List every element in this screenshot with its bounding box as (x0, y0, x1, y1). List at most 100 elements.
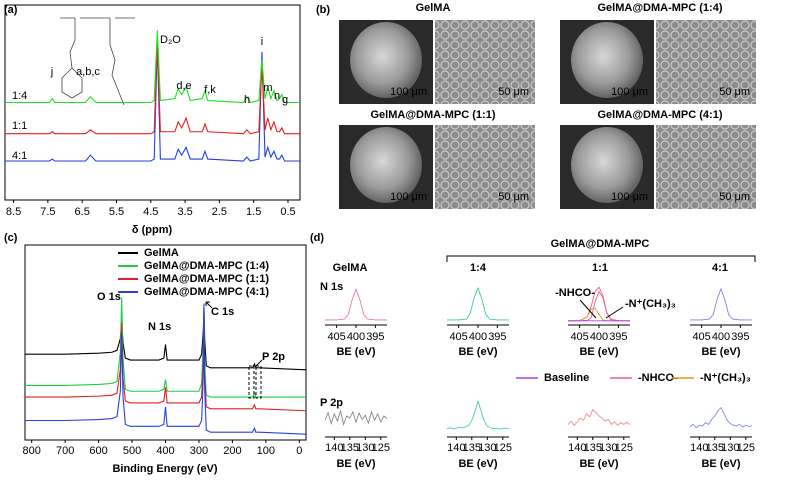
x-tick-label: 1.5 (246, 206, 261, 218)
x-tick-label: 400 (347, 331, 365, 343)
spectrum-line (5, 43, 300, 162)
spectrum-line (325, 288, 387, 321)
column-label: 1:1 (592, 262, 608, 274)
peak-label: n (274, 90, 280, 102)
spectrum-line (5, 40, 300, 135)
legend-label: -N⁺(CH₃)₃ (700, 372, 751, 384)
legend-label: GelMA (144, 247, 179, 259)
x-tick-label: 130 (599, 442, 617, 454)
row-label: N 1s (320, 281, 343, 293)
spectrum-line (5, 30, 300, 104)
sem-particle (350, 127, 422, 203)
peak-label: D₂O (160, 34, 181, 46)
x-tick-label: 400 (590, 331, 608, 343)
x-tick-label: 135 (706, 442, 724, 454)
x-tick-label: 405 (692, 331, 710, 343)
x-axis-title: BE (eV) (701, 458, 740, 470)
sem-image-zoom (435, 20, 535, 104)
x-axis-title: δ (ppm) (132, 224, 173, 236)
arrow (205, 301, 213, 309)
peak-label: P 2p (262, 351, 285, 363)
x-tick-label: 130 (356, 442, 374, 454)
peak-label: h (244, 94, 250, 106)
sem-image-zoom (656, 125, 756, 209)
sem-title: GelMA@DMA-MPC (4:1) (597, 109, 722, 121)
sem-title: GelMA@DMA-MPC (1:4) (597, 2, 722, 14)
x-tick-label: 405 (449, 331, 467, 343)
peak-label: j (50, 66, 53, 78)
x-tick-label: 140 (690, 442, 708, 454)
x-axis-title: Binding Energy (eV) (112, 463, 217, 475)
x-axis-title: BE (eV) (579, 458, 618, 470)
scale-bar-label: 50 μm (719, 86, 750, 98)
x-tick-label: 0.5 (280, 206, 295, 218)
peak-label: g (282, 94, 288, 106)
x-tick-label: 405 (570, 331, 588, 343)
series-label: 1:4 (12, 90, 27, 102)
spectrum-line (568, 307, 630, 322)
x-tick-label: 395 (366, 331, 384, 343)
panel-label: (b) (316, 4, 330, 16)
dashed-box (255, 365, 262, 399)
panel-label: (d) (310, 232, 324, 244)
legend-label: Baseline (544, 372, 589, 384)
x-tick-label: 405 (327, 331, 345, 343)
bracket (446, 255, 756, 262)
spectrum-line (25, 311, 307, 412)
x-tick-label: 3.5 (177, 206, 192, 218)
x-axis-title: BE (eV) (579, 346, 618, 358)
x-tick-label: 135 (584, 442, 602, 454)
column-label: GelMA (333, 262, 368, 274)
x-tick-label: 130 (721, 442, 739, 454)
series-label: 1:1 (12, 120, 27, 132)
column-label: 4:1 (712, 262, 728, 274)
sem-title: GelMA (416, 2, 451, 14)
sem-image-zoom (656, 20, 756, 104)
legend-label: GelMA@DMA-MPC (1:1) (144, 273, 269, 285)
x-tick-label: 0 (296, 445, 302, 457)
x-tick-label: 200 (223, 445, 241, 457)
scale-bar-label: 100 μm (611, 86, 648, 98)
scale-bar-label: 100 μm (611, 191, 648, 203)
scale-bar-label: 50 μm (498, 86, 529, 98)
spectrum-line (25, 297, 306, 398)
spectrum-line (25, 303, 307, 435)
x-tick-label: 400 (156, 445, 174, 457)
row-label: P 2p (320, 397, 343, 409)
x-tick-label: 5.5 (109, 206, 124, 218)
arrow (254, 359, 263, 368)
spectrum-line (447, 286, 509, 321)
x-tick-label: 500 (123, 445, 141, 457)
arrow (605, 306, 624, 319)
x-axis-title: BE (eV) (458, 346, 497, 358)
sem-particle (571, 22, 643, 98)
x-tick-label: 140 (447, 442, 465, 454)
x-tick-label: 395 (731, 331, 749, 343)
peak-label: N 1s (148, 321, 171, 333)
scale-bar-label: 50 μm (719, 191, 750, 203)
sem-image-zoom (435, 125, 535, 209)
scale-bar-label: 100 μm (390, 191, 427, 203)
x-tick-label: 400 (469, 331, 487, 343)
peak-label: O 1s (97, 291, 121, 303)
x-tick-label: 300 (190, 445, 208, 457)
sem-particle (350, 22, 422, 98)
spectrum-line (689, 406, 753, 429)
structure (60, 17, 135, 106)
column-label: 1:4 (470, 262, 487, 274)
x-tick-label: 125 (494, 442, 512, 454)
x-tick-label: 400 (712, 331, 730, 343)
peak-label: d,e (176, 80, 191, 92)
legend-label: GelMA@DMA-MPC (1:4) (144, 260, 269, 272)
x-tick-label: 135 (341, 442, 359, 454)
panel-label: (a) (4, 4, 18, 16)
x-tick-label: 140 (568, 442, 586, 454)
panel-label: (c) (4, 232, 18, 244)
legend-label: -NHCO- (638, 372, 678, 384)
dashed-box (248, 365, 255, 399)
sem-title: GelMA@DMA-MPC (1:1) (370, 109, 495, 121)
spectrum-line (324, 409, 388, 426)
sem-particle (571, 127, 643, 203)
x-tick-label: 2.5 (212, 206, 227, 218)
